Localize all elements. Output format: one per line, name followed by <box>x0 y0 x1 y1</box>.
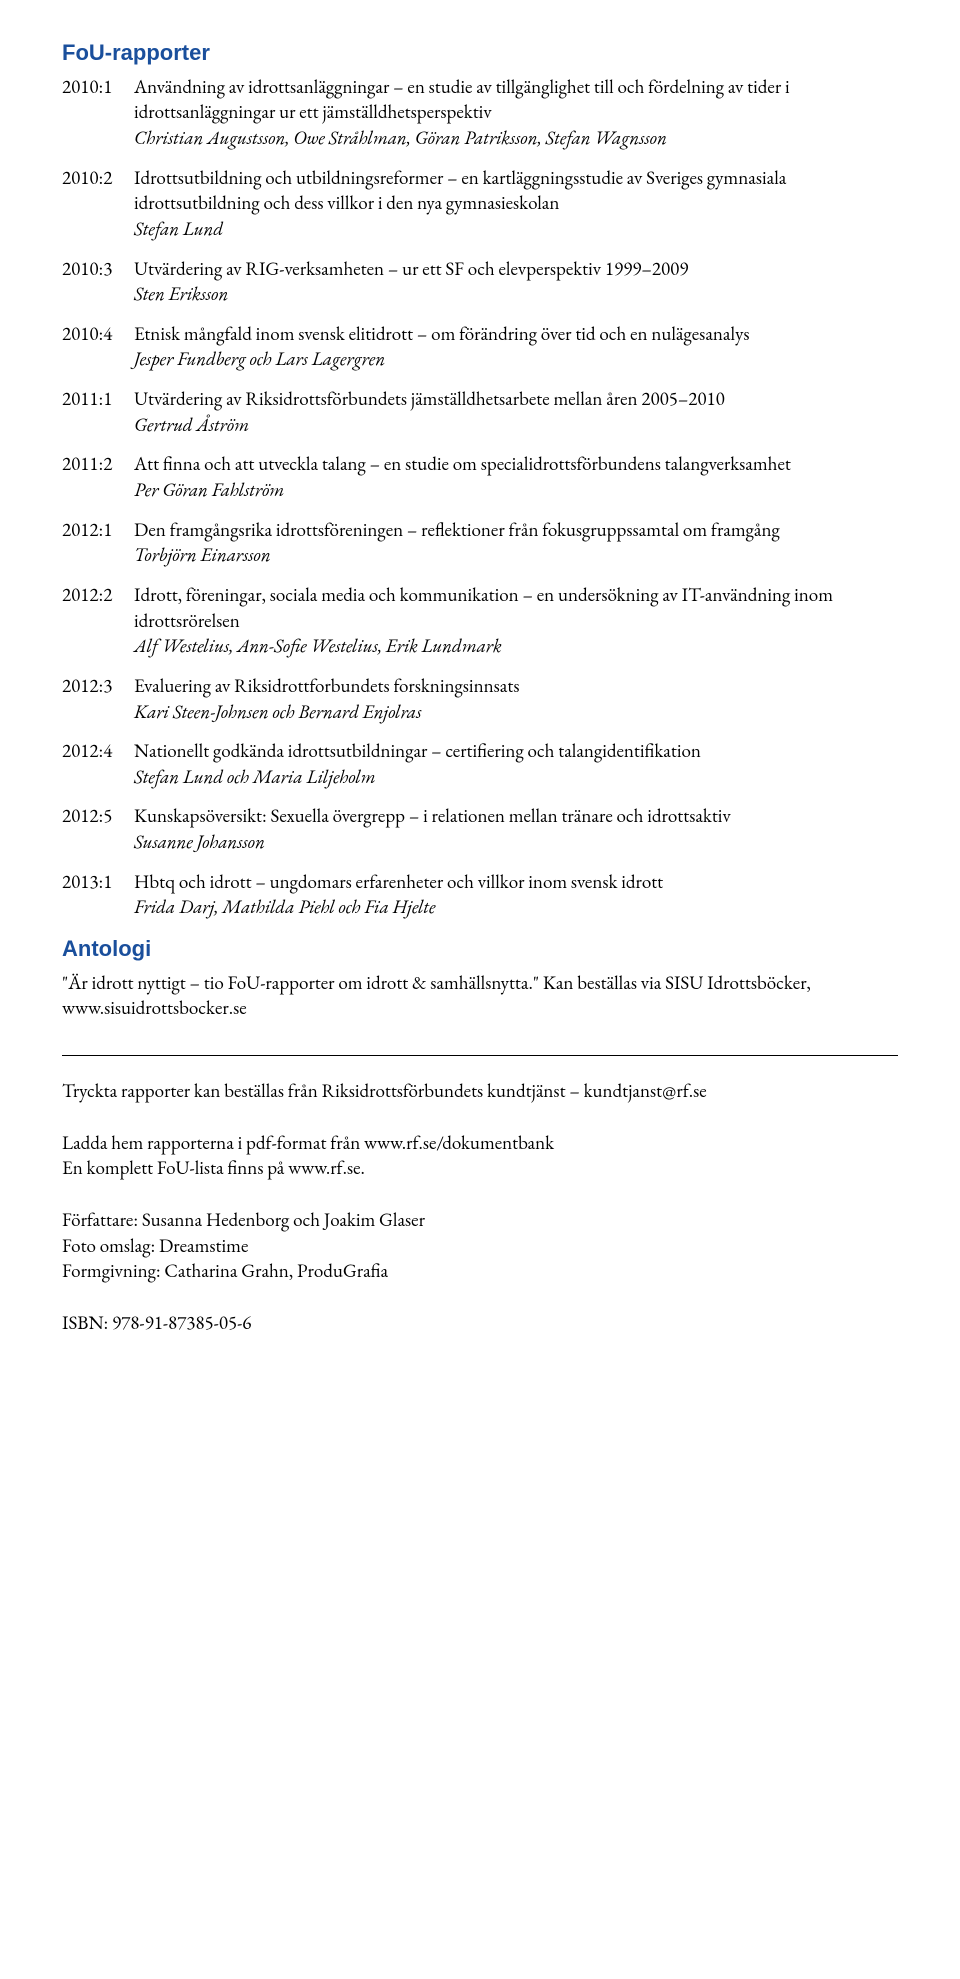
report-code: 2012:5 <box>62 803 134 829</box>
report-authors: Jesper Fundberg och Lars Lagergren <box>134 346 898 372</box>
report-code: 2013:1 <box>62 869 134 895</box>
report-entry: 2010:1Användning av idrottsanläggningar … <box>62 74 898 151</box>
report-body: Etnisk mångfald inom svensk elitidrott –… <box>134 321 898 372</box>
report-code: 2010:4 <box>62 321 134 347</box>
report-body: Kunskapsöversikt: Sexuella övergrepp – i… <box>134 803 898 854</box>
download-line-2: En komplett FoU-lista finns på www.rf.se… <box>62 1155 365 1180</box>
reports-list: 2010:1Användning av idrottsanläggningar … <box>62 74 898 920</box>
report-entry: 2010:3Utvärdering av RIG-verksamheten – … <box>62 256 898 307</box>
report-body: Utvärdering av RIG-verksamheten – ur ett… <box>134 256 898 307</box>
report-body: Evaluering av Riksidrottforbundets forsk… <box>134 673 898 724</box>
report-body: Att finna och att utveckla talang – en s… <box>134 451 898 502</box>
report-code: 2012:1 <box>62 517 134 543</box>
authors-line: Författare: Susanna Hedenborg och Joakim… <box>62 1207 425 1232</box>
report-entry: 2011:2Att finna och att utveckla talang … <box>62 451 898 502</box>
report-code: 2010:1 <box>62 74 134 100</box>
report-authors: Frida Darj, Mathilda Piehl och Fia Hjelt… <box>134 894 898 920</box>
report-entry: 2012:3Evaluering av Riksidrottforbundets… <box>62 673 898 724</box>
report-title: Nationellt godkända idrottsutbildningar … <box>134 738 898 764</box>
report-authors: Sten Eriksson <box>134 281 898 307</box>
photo-line: Foto omslag: Dreamstime <box>62 1233 248 1258</box>
report-title: Idrott, föreningar, sociala media och ko… <box>134 582 898 633</box>
report-authors: Susanne Johansson <box>134 829 898 855</box>
report-entry: 2010:2Idrottsutbildning och utbildningsr… <box>62 165 898 242</box>
report-authors: Stefan Lund <box>134 216 898 242</box>
report-entry: 2010:4Etnisk mångfald inom svensk elitid… <box>62 321 898 372</box>
reports-heading: FoU-rapporter <box>62 38 898 68</box>
report-authors: Kari Steen-Johnsen och Bernard Enjolras <box>134 699 898 725</box>
report-entry: 2012:4Nationellt godkända idrottsutbildn… <box>62 738 898 789</box>
report-authors: Torbjörn Einarsson <box>134 542 898 568</box>
report-authors: Christian Augustsson, Owe Stråhlman, Gör… <box>134 125 898 151</box>
isbn-line: ISBN: 978-91-87385-05-6 <box>62 1310 898 1336</box>
report-title: Hbtq och idrott – ungdomars erfarenheter… <box>134 869 898 895</box>
report-body: Nationellt godkända idrottsutbildningar … <box>134 738 898 789</box>
report-title: Idrottsutbildning och utbildningsreforme… <box>134 165 898 216</box>
report-code: 2012:4 <box>62 738 134 764</box>
report-title: Användning av idrottsanläggningar – en s… <box>134 74 898 125</box>
report-body: Idrottsutbildning och utbildningsreforme… <box>134 165 898 242</box>
report-title: Utvärdering av RIG-verksamheten – ur ett… <box>134 256 898 282</box>
download-block: Ladda hem rapporterna i pdf-format från … <box>62 1130 898 1181</box>
report-title: Att finna och att utveckla talang – en s… <box>134 451 898 477</box>
report-code: 2011:2 <box>62 451 134 477</box>
report-title: Kunskapsöversikt: Sexuella övergrepp – i… <box>134 803 898 829</box>
report-entry: 2012:1Den framgångsrika idrottsföreninge… <box>62 517 898 568</box>
report-title: Evaluering av Riksidrottforbundets forsk… <box>134 673 898 699</box>
report-entry: 2013:1Hbtq och idrott – ungdomars erfare… <box>62 869 898 920</box>
report-title: Den framgångsrika idrottsföreningen – re… <box>134 517 898 543</box>
report-code: 2010:3 <box>62 256 134 282</box>
design-line: Formgivning: Catharina Grahn, ProduGrafi… <box>62 1258 388 1283</box>
report-authors: Gertrud Åström <box>134 412 898 438</box>
report-code: 2010:2 <box>62 165 134 191</box>
antologi-heading: Antologi <box>62 934 898 964</box>
divider <box>62 1055 898 1056</box>
report-body: Användning av idrottsanläggningar – en s… <box>134 74 898 151</box>
report-code: 2012:3 <box>62 673 134 699</box>
report-entry: 2012:5Kunskapsöversikt: Sexuella övergre… <box>62 803 898 854</box>
report-code: 2011:1 <box>62 386 134 412</box>
report-entry: 2011:1Utvärdering av Riksidrottsförbunde… <box>62 386 898 437</box>
credits-block: Författare: Susanna Hedenborg och Joakim… <box>62 1207 898 1284</box>
order-text: Tryckta rapporter kan beställas från Rik… <box>62 1078 898 1104</box>
report-authors: Alf Westelius, Ann-Sofie Westelius, Erik… <box>134 633 898 659</box>
report-code: 2012:2 <box>62 582 134 608</box>
report-authors: Stefan Lund och Maria Liljeholm <box>134 764 898 790</box>
report-title: Etnisk mångfald inom svensk elitidrott –… <box>134 321 898 347</box>
report-body: Utvärdering av Riksidrottsförbundets jäm… <box>134 386 898 437</box>
report-body: Den framgångsrika idrottsföreningen – re… <box>134 517 898 568</box>
report-authors: Per Göran Fahlström <box>134 477 898 503</box>
report-title: Utvärdering av Riksidrottsförbundets jäm… <box>134 386 898 412</box>
download-line-1: Ladda hem rapporterna i pdf-format från … <box>62 1130 554 1155</box>
report-body: Hbtq och idrott – ungdomars erfarenheter… <box>134 869 898 920</box>
report-body: Idrott, föreningar, sociala media och ko… <box>134 582 898 659</box>
report-entry: 2012:2Idrott, föreningar, sociala media … <box>62 582 898 659</box>
antologi-text: "Är idrott nyttigt – tio FoU-rapporter o… <box>62 970 898 1021</box>
